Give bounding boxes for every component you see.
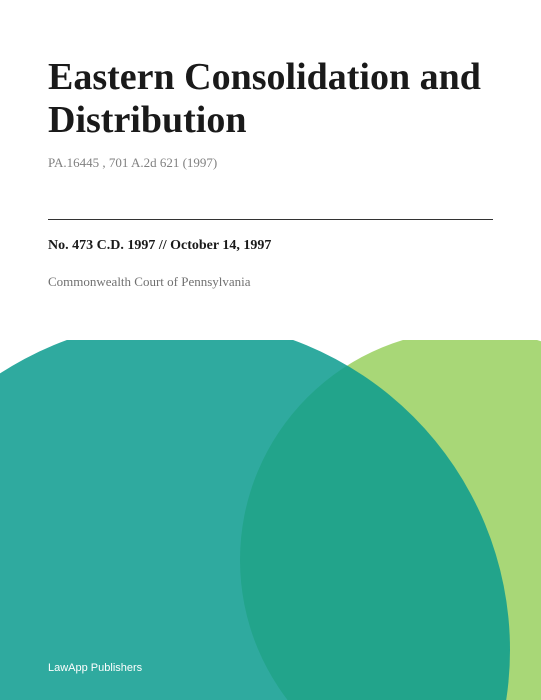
citation-line: PA.16445 , 701 A.2d 621 (1997): [48, 155, 493, 171]
court-name: Commonwealth Court of Pennsylvania: [48, 274, 493, 290]
publisher-footer: LawApp Publishers: [48, 662, 142, 674]
document-page: Eastern Consolidation and Distribution P…: [0, 0, 541, 700]
case-number-date: No. 473 C.D. 1997 // October 14, 1997: [48, 238, 493, 254]
background-circles: [0, 340, 541, 700]
case-title: Eastern Consolidation and Distribution: [48, 56, 493, 141]
content-block: Eastern Consolidation and Distribution P…: [48, 56, 493, 290]
divider-line: [48, 219, 493, 220]
